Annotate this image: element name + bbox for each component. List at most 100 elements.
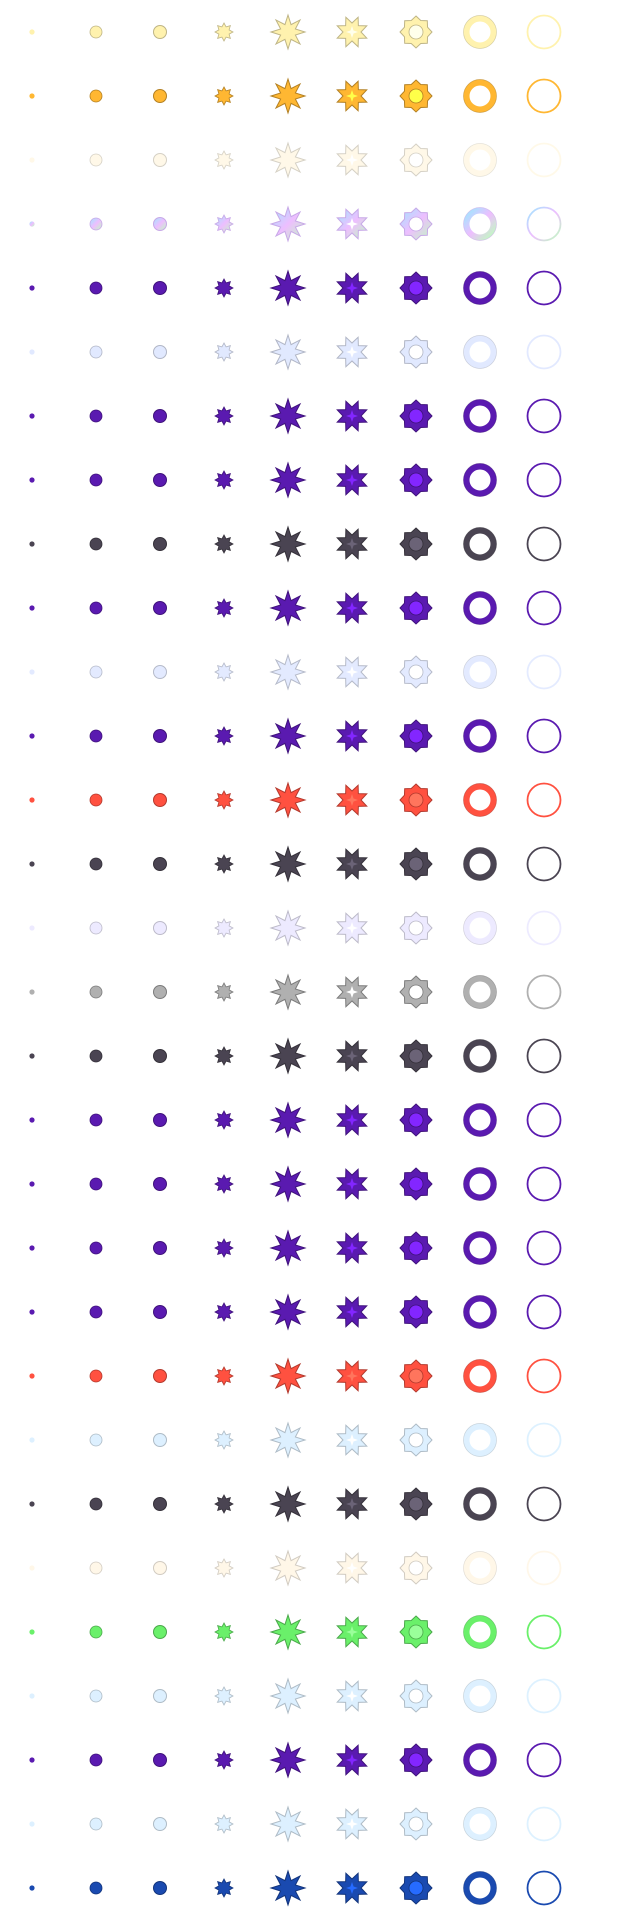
sparkle-frame-dot	[29, 669, 35, 675]
sparkle-frame-star-hollow-center	[336, 16, 368, 48]
sparkle-frame-small-circle	[89, 1369, 103, 1383]
sparkle-frame-star-large	[269, 1293, 307, 1331]
sparkle-frame-ring-thin	[526, 1742, 562, 1778]
sparkle-frame-ring-thin	[526, 14, 562, 50]
sparkle-frame-ring-thick	[463, 1487, 497, 1521]
sparkle-row-purple	[29, 269, 562, 307]
sparkle-row-pale-cyan	[29, 1421, 562, 1459]
sparkle-frame-burst-small	[214, 854, 234, 874]
sparkle-frame-octagon-ring	[399, 143, 433, 177]
sparkle-frame-star-large	[269, 1101, 307, 1139]
sparkle-frame-ring-thin	[526, 1550, 562, 1586]
sparkle-frame-dot	[29, 477, 35, 483]
sparkle-row-purple	[29, 461, 562, 499]
sparkle-frame-small-circle	[89, 1881, 103, 1895]
sparkle-frame-octagon-ring	[399, 1423, 433, 1457]
sparkle-frame-octagon-ring	[399, 1487, 433, 1521]
sparkle-frame-star-large	[269, 1549, 307, 1587]
sparkle-row-red	[29, 1357, 562, 1395]
sparkle-frame-circle	[153, 1561, 167, 1575]
sparkle-frame-octagon-ring	[399, 1231, 433, 1265]
sparkle-frame-octagon-ring	[399, 79, 433, 113]
sparkle-frame-ring-thin	[526, 1422, 562, 1458]
sparkle-frame-octagon-ring	[399, 1167, 433, 1201]
sparkle-frame-star-hollow-center	[336, 1744, 368, 1776]
sparkle-row-purple	[29, 1165, 562, 1203]
sparkle-frame-ring-thin	[526, 1358, 562, 1394]
sparkle-frame-octagon-ring	[399, 207, 433, 241]
sparkle-frame-dot	[29, 861, 35, 867]
sparkle-frame-dot	[29, 1821, 35, 1827]
sparkle-row-prismatic	[29, 205, 562, 243]
sparkle-frame-star-hollow-center	[336, 1488, 368, 1520]
sparkle-frame-ring-thick	[463, 1423, 497, 1457]
sparkle-frame-burst-small	[214, 1238, 234, 1258]
sparkle-frame-octagon-ring	[399, 1743, 433, 1777]
sparkle-frame-octagon-ring	[399, 1295, 433, 1329]
sparkle-frame-octagon-ring	[399, 463, 433, 497]
sparkle-frame-burst-small	[214, 1046, 234, 1066]
sparkle-frame-small-circle	[89, 1241, 103, 1255]
sparkle-frame-star-hollow-center	[336, 208, 368, 240]
sparkle-frame-burst-small	[214, 470, 234, 490]
sparkle-frame-star-large	[269, 269, 307, 307]
sparkle-frame-ring-thick	[463, 1167, 497, 1201]
sparkle-frame-circle	[153, 1881, 167, 1895]
sparkle-frame-small-circle	[89, 1689, 103, 1703]
sparkle-frame-small-circle	[89, 1433, 103, 1447]
sparkle-frame-ring-thick	[463, 975, 497, 1009]
sparkle-frame-circle	[153, 281, 167, 295]
sparkle-frame-burst-small	[214, 1110, 234, 1130]
sparkle-frame-burst-small	[214, 214, 234, 234]
sparkle-frame-star-large	[269, 1741, 307, 1779]
sparkle-frame-star-large	[269, 1613, 307, 1651]
sparkle-frame-burst-small	[214, 1878, 234, 1898]
sparkle-frame-star-large	[269, 205, 307, 243]
sparkle-frame-small-circle	[89, 601, 103, 615]
sparkle-row-gray	[29, 973, 562, 1011]
sparkle-row-purple	[29, 717, 562, 755]
sparkle-frame-octagon-ring	[399, 591, 433, 625]
sparkle-frame-ring-thick	[463, 1807, 497, 1841]
sparkle-frame-star-large	[269, 1869, 307, 1907]
sparkle-frame-star-large	[269, 1805, 307, 1843]
sparkle-frame-star-hollow-center	[336, 1040, 368, 1072]
sparkle-frame-burst-small	[214, 1430, 234, 1450]
sparkle-frame-dot	[29, 1757, 35, 1763]
sparkle-frame-dot	[29, 1501, 35, 1507]
sparkle-frame-dot	[29, 925, 35, 931]
sparkle-frame-ring-thick	[463, 207, 497, 241]
sparkle-frame-circle	[153, 1305, 167, 1319]
sparkle-row-pale-lavender	[29, 909, 562, 947]
sparkle-frame-ring-thick	[463, 783, 497, 817]
sparkle-frame-circle	[153, 1497, 167, 1511]
sparkle-frame-star-hollow-center	[336, 592, 368, 624]
sparkle-frame-small-circle	[89, 1497, 103, 1511]
sparkle-frame-star-hollow-center	[336, 1424, 368, 1456]
sparkle-frame-circle	[153, 1177, 167, 1191]
sparkle-frame-dot	[29, 1693, 35, 1699]
sparkle-row-purple	[29, 589, 562, 627]
sparkle-row-faint-peach	[29, 1549, 562, 1587]
sparkle-frame-ring-thin	[526, 782, 562, 818]
sparkle-row-pale-cyan	[29, 1805, 562, 1843]
sparkle-frame-small-circle	[89, 25, 103, 39]
sparkle-frame-octagon-ring	[399, 1103, 433, 1137]
sparkle-frame-dot	[29, 541, 35, 547]
sparkle-frame-dot	[29, 1117, 35, 1123]
sparkle-frame-small-circle	[89, 1113, 103, 1127]
sparkle-frame-burst-small	[214, 86, 234, 106]
sparkle-row-navy-blue	[29, 1869, 562, 1907]
sparkle-frame-ring-thin	[526, 1038, 562, 1074]
sparkle-frame-star-hollow-center	[336, 912, 368, 944]
sparkle-frame-star-hollow-center	[336, 656, 368, 688]
sparkle-frame-dot	[29, 1309, 35, 1315]
sparkle-frame-ring-thick	[463, 143, 497, 177]
sparkle-frame-circle	[153, 1433, 167, 1447]
sparkle-frame-small-circle	[89, 409, 103, 423]
sparkle-frame-circle	[153, 25, 167, 39]
sparkle-frame-octagon-ring	[399, 399, 433, 433]
sparkle-frame-octagon-ring	[399, 335, 433, 369]
sparkle-frame-ring-thick	[463, 847, 497, 881]
